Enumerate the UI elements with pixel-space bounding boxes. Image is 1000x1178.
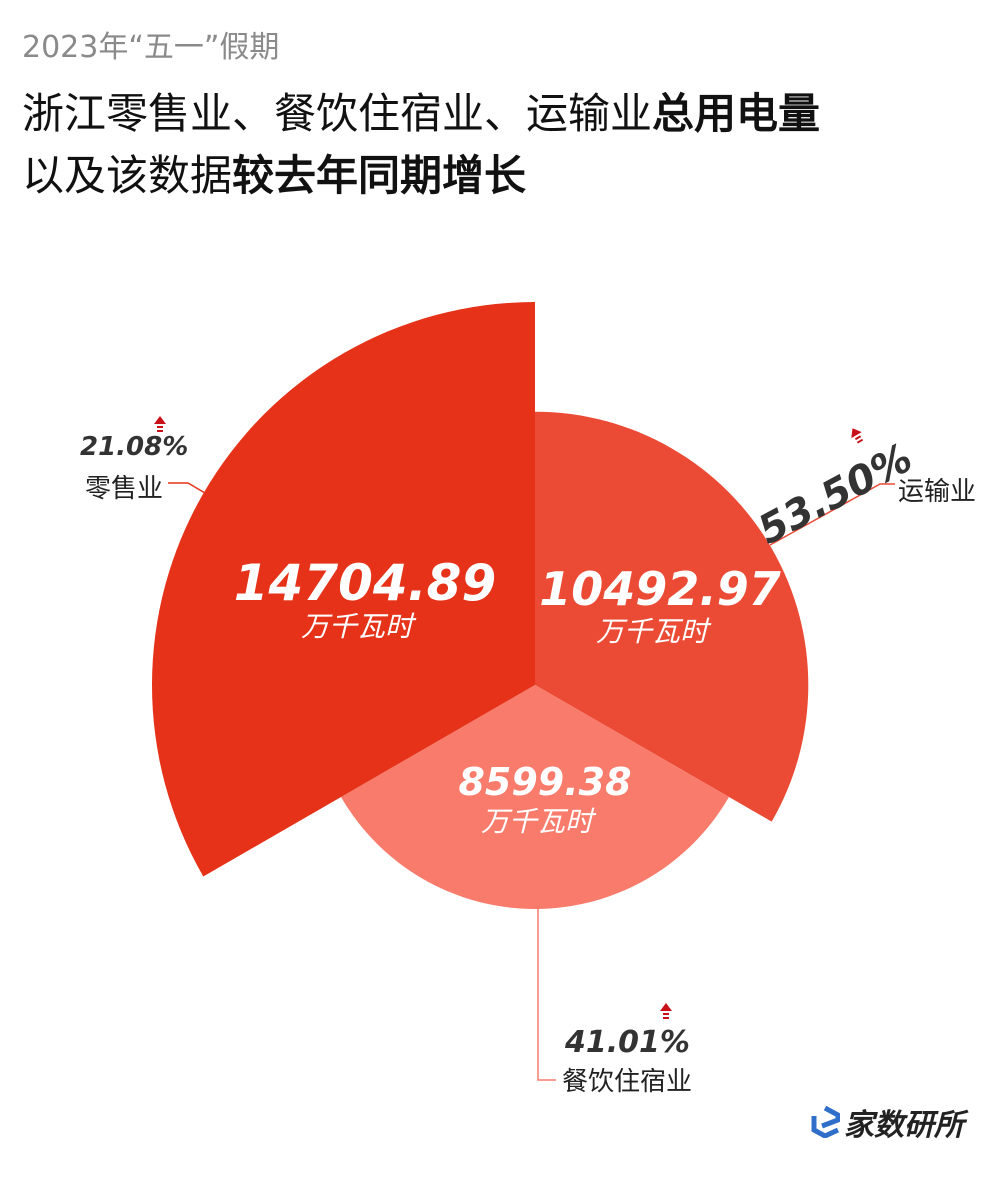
title-line-2: 以及该数据较去年同期增长: [22, 142, 526, 203]
arrow-bar: [854, 435, 862, 441]
category-label-1: 餐饮住宿业: [562, 1067, 692, 1097]
growth-label-0: 53.50%: [751, 435, 920, 554]
title-bold: 总用电量: [652, 89, 821, 138]
up-arrow-icon: [154, 416, 166, 432]
rose-sector-1: [341, 685, 729, 909]
arrow-bar: [157, 430, 163, 432]
arrow-head: [851, 428, 862, 439]
leader-line-2: [168, 482, 206, 494]
subtitle: 2023年“五一”假期: [22, 30, 280, 65]
arrow-bar: [663, 1013, 669, 1015]
growth-label-1: 41.01%: [564, 1025, 690, 1060]
unit-label-0: 万千瓦时: [596, 615, 712, 648]
unit-label-2: 万千瓦时: [301, 610, 417, 643]
value-label-2: 14704.89: [234, 554, 497, 612]
title-normal: 以及该数据: [22, 151, 233, 200]
rose-sector-0: [535, 411, 809, 822]
arrow-bar: [856, 438, 864, 444]
value-label-0: 10492.97: [539, 562, 781, 616]
arrow-head: [154, 416, 166, 424]
up-arrow-icon: [660, 1003, 672, 1019]
growth-label-2: 21.08%: [80, 432, 188, 462]
title-bold: 较去年同期增长: [232, 151, 527, 200]
category-label-0: 运输业: [898, 477, 976, 507]
leader-line-1: [537, 905, 556, 1081]
logo: 家数研所: [810, 1100, 964, 1144]
arrow-head: [660, 1003, 672, 1011]
up-arrow-icon: [851, 428, 864, 444]
title-line-1: 浙江零售业、餐饮住宿业、运输业总用电量: [22, 80, 820, 141]
leader-line-0: [769, 483, 895, 546]
value-label-1: 8599.38: [458, 760, 631, 804]
rose-sector-2: [151, 302, 535, 877]
category-label-2: 零售业: [85, 474, 163, 504]
logo-icon: [811, 1106, 840, 1138]
logo-text: 家数研所: [844, 1108, 964, 1143]
arrow-bar: [663, 1017, 669, 1019]
unit-label-1: 万千瓦时: [481, 805, 597, 838]
title-normal: 浙江零售业、餐饮住宿业、运输业: [22, 89, 653, 138]
arrow-bar: [157, 426, 163, 428]
